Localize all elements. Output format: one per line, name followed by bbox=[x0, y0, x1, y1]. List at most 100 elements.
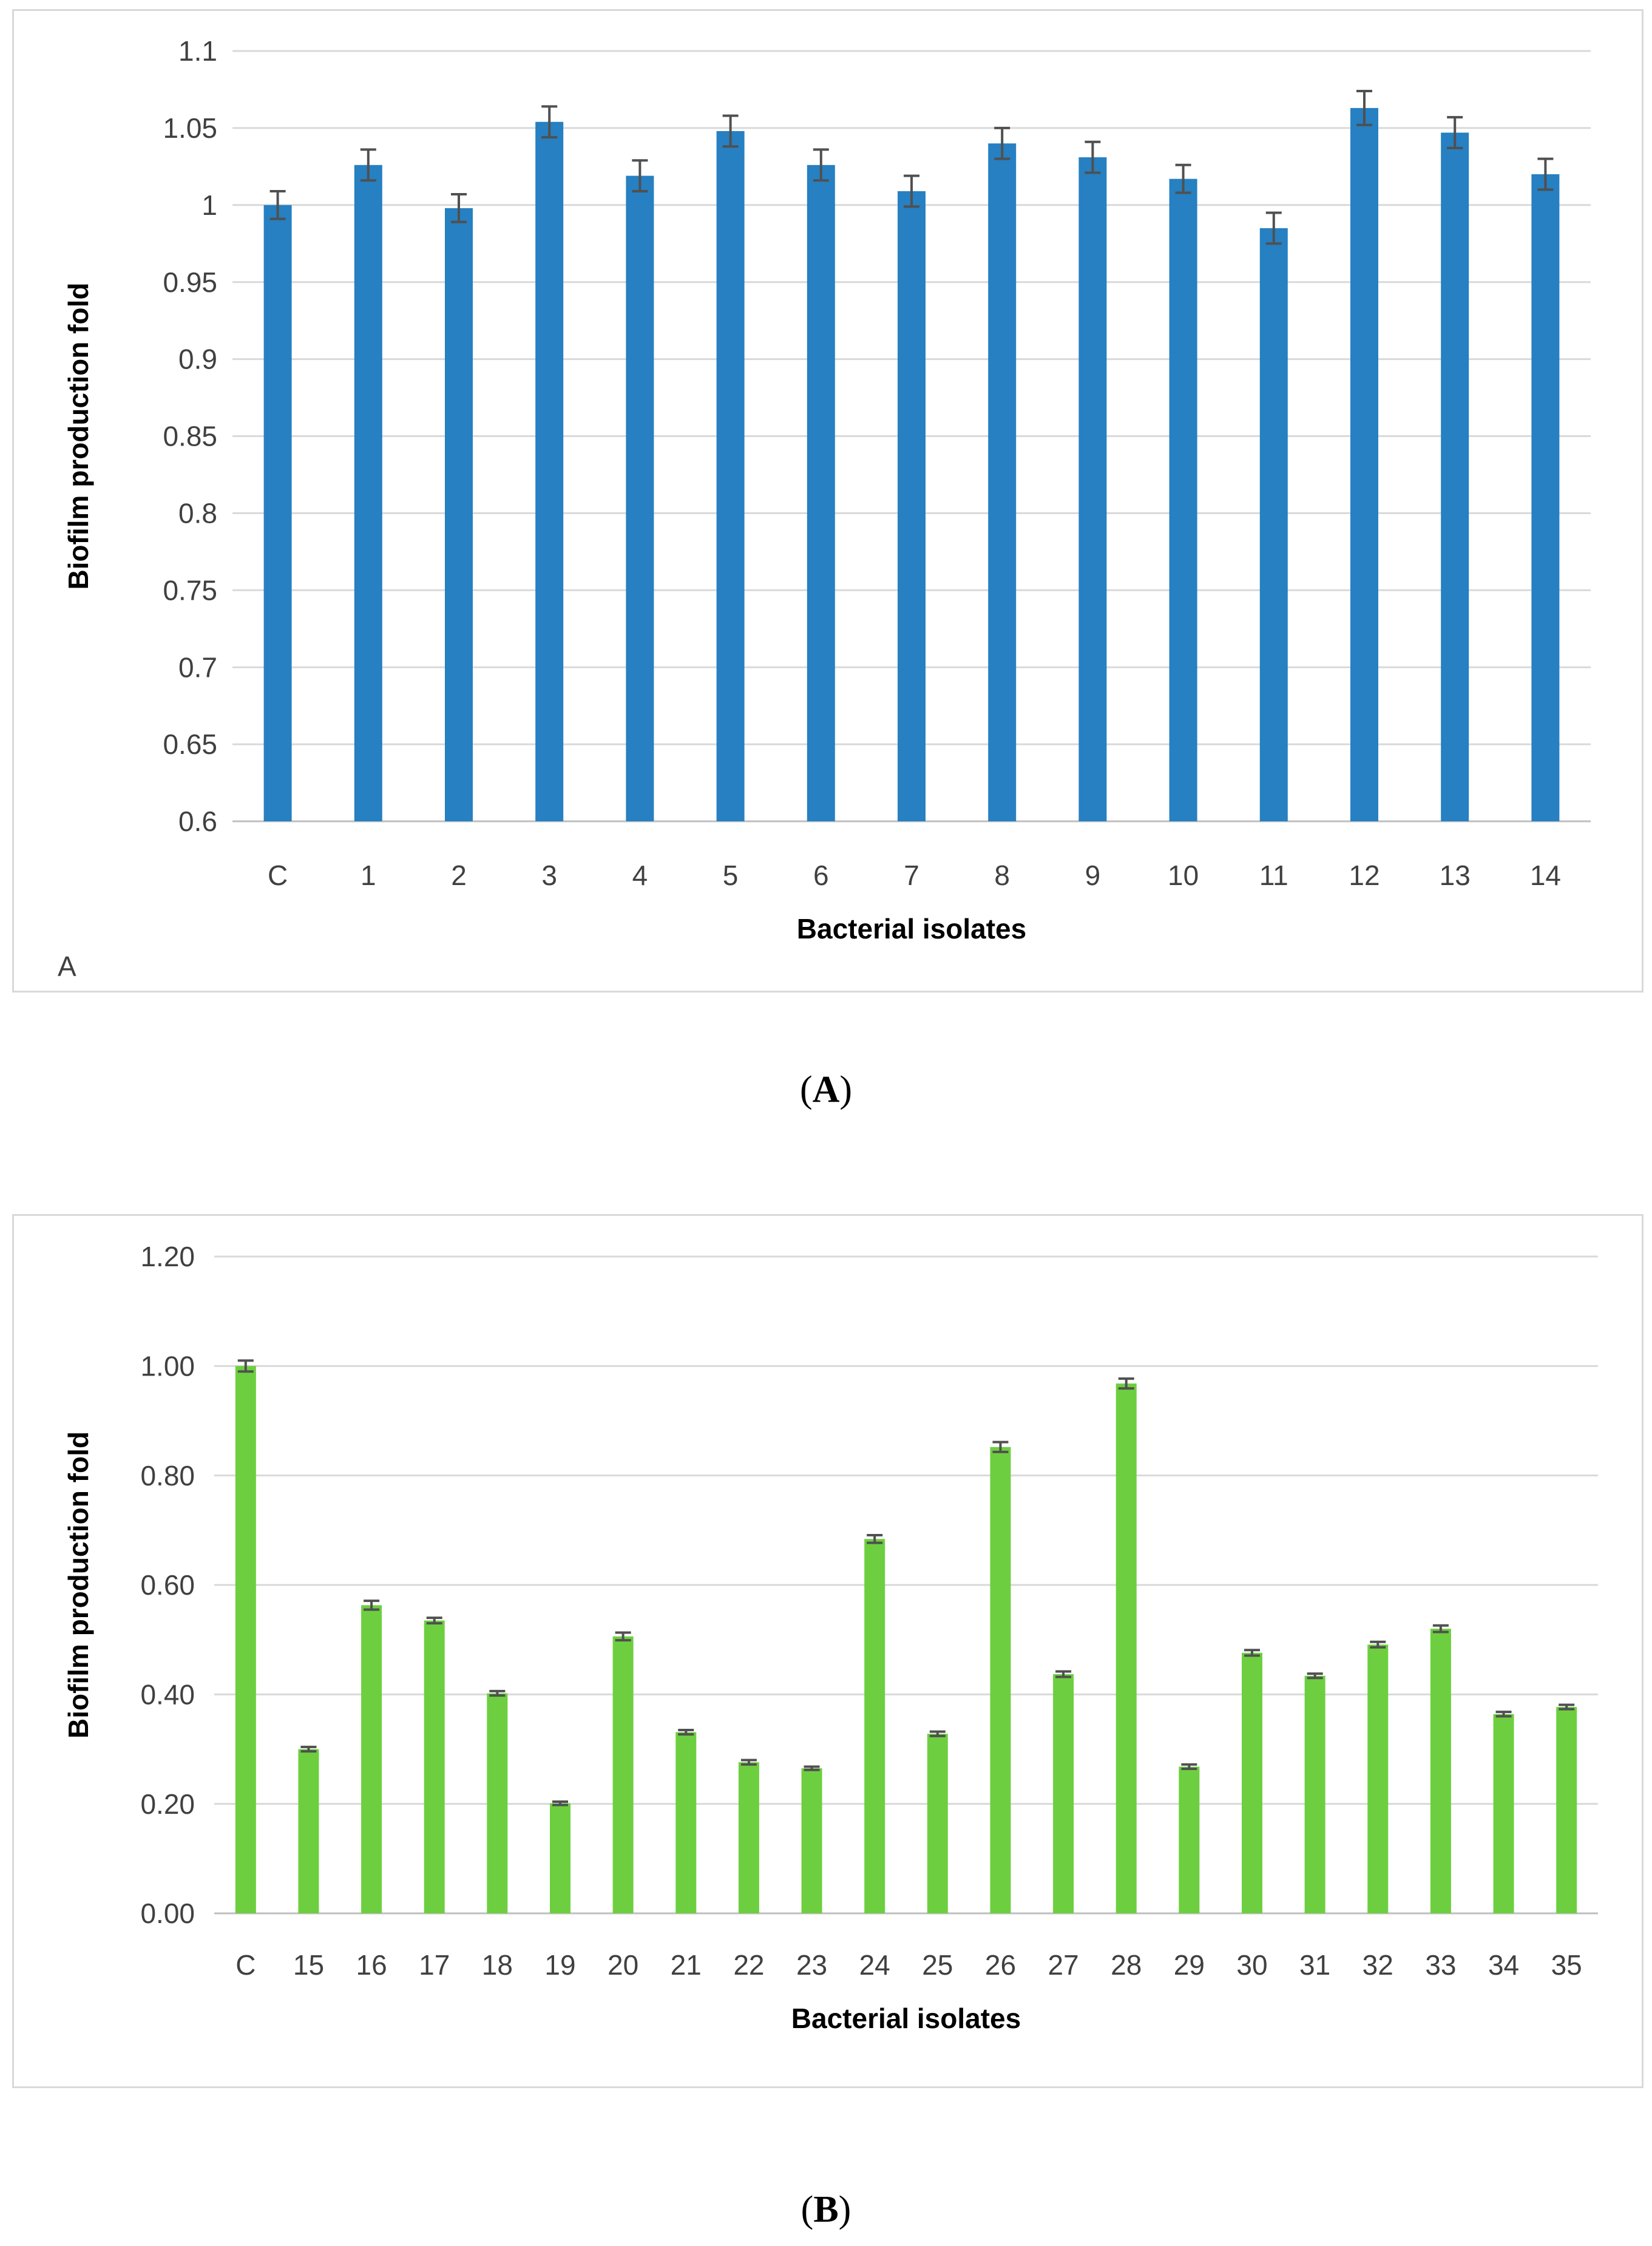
chart-b-bar bbox=[864, 1539, 885, 1913]
chart-a-y-tick-label: 1.05 bbox=[163, 112, 217, 144]
chart-a-y-tick-label: 0.7 bbox=[178, 651, 217, 683]
chart-a-y-tick-label: 0.6 bbox=[178, 806, 217, 837]
chart-panel-a: 0.6 0.65 0.7 0.75 0.8 0.85 0.9 0.95 1 1.05 1.1 C 1 2 3… bbox=[12, 9, 1644, 992]
chart-a-bar bbox=[626, 175, 654, 821]
chart-panel-b: 0.00 0.20 0.40 0.60 0.80 1.00 1.20 C 15 16 17 18 19 2… bbox=[12, 1214, 1644, 2088]
caption-b: (B) bbox=[801, 2189, 851, 2230]
chart-a-x-tick-label: 2 bbox=[451, 860, 467, 891]
chart-b-bar bbox=[1115, 1383, 1137, 1913]
chart-b-x-tick-label: 34 bbox=[1488, 1949, 1519, 1981]
chart-a-x-axis-label: Bacterial isolates bbox=[797, 913, 1026, 945]
chart-a-bar bbox=[1259, 228, 1288, 821]
chart-b-x-tick-label: 23 bbox=[796, 1949, 827, 1981]
chart-b-y-axis-label: Biofilm production fold bbox=[63, 1431, 94, 1739]
chart-b-x-tick-label: 25 bbox=[922, 1949, 953, 1981]
chart-b-x-tick-label: 17 bbox=[419, 1949, 450, 1981]
chart-b-bar bbox=[361, 1605, 382, 1913]
chart-b-bar bbox=[550, 1803, 570, 1913]
chart-a-x-tick-label: 10 bbox=[1168, 860, 1199, 891]
chart-b-y-tick-label: 0.60 bbox=[140, 1569, 195, 1601]
chart-a-panel-letter: A bbox=[58, 951, 76, 982]
chart-a-x-tick-label: 5 bbox=[723, 860, 739, 891]
chart-a-x-tick-label: 6 bbox=[813, 860, 829, 891]
chart-a-bar bbox=[1531, 174, 1560, 821]
chart-b-bar bbox=[990, 1447, 1011, 1913]
chart-b-x-tick-label: 28 bbox=[1111, 1949, 1142, 1981]
chart-a-y-tick-label: 0.8 bbox=[178, 498, 217, 529]
chart-b-y-tick-label: 0.20 bbox=[140, 1788, 195, 1820]
chart-a-y-tick-label: 0.95 bbox=[163, 266, 217, 298]
chart-a-x-tick-label: 7 bbox=[904, 860, 919, 891]
chart-a-bar bbox=[1078, 157, 1107, 821]
chart-b-bar bbox=[1053, 1674, 1074, 1913]
chart-a-y-axis-label: Biofilm production fold bbox=[63, 283, 94, 590]
chart-a-bar bbox=[898, 191, 926, 821]
chart-b-svg: 0.00 0.20 0.40 0.60 0.80 1.00 1.20 C 15 16 17 18 19 2… bbox=[63, 1241, 1598, 2034]
chart-b-bar bbox=[487, 1693, 508, 1913]
chart-a-y-tick-label: 0.9 bbox=[178, 344, 217, 375]
chart-b-bar bbox=[1304, 1675, 1325, 1913]
chart-b-x-tick-label: 35 bbox=[1551, 1949, 1582, 1981]
chart-a-x-tick-label: 9 bbox=[1085, 860, 1101, 891]
chart-b-bar bbox=[1367, 1644, 1389, 1913]
chart-b-x-axis-label: Bacterial isolates bbox=[791, 2003, 1021, 2034]
chart-b-y-tick-label: 0.80 bbox=[140, 1460, 195, 1491]
chart-b-x-tick-label: 29 bbox=[1174, 1949, 1205, 1981]
chart-a-bar bbox=[1441, 132, 1469, 821]
chart-a-x-tick-label: 4 bbox=[632, 860, 648, 891]
chart-b-x-tick-label: 32 bbox=[1363, 1949, 1393, 1981]
chart-b-x-tick-label: C bbox=[235, 1949, 256, 1981]
chart-a-bar bbox=[445, 208, 473, 822]
chart-b-y-tick-label: 1.00 bbox=[140, 1350, 195, 1382]
chart-b-bar bbox=[927, 1734, 948, 1913]
chart-b-bar bbox=[298, 1749, 319, 1913]
chart-b-bar bbox=[675, 1732, 697, 1913]
chart-b-bar bbox=[612, 1636, 634, 1913]
chart-a-bar bbox=[263, 205, 292, 821]
chart-b-x-tick-label: 20 bbox=[608, 1949, 638, 1981]
chart-a-x-tick-label: 14 bbox=[1530, 860, 1561, 891]
chart-b-bar bbox=[1179, 1766, 1200, 1913]
chart-b-y-tick-label: 0.40 bbox=[140, 1678, 195, 1710]
chart-a-bar bbox=[988, 143, 1017, 821]
chart-b-x-tick-label: 15 bbox=[293, 1949, 324, 1981]
chart-a-y-tick-label: 0.85 bbox=[163, 421, 217, 452]
chart-b-x-tick-label: 19 bbox=[544, 1949, 575, 1981]
chart-b-x-tick-label: 24 bbox=[859, 1949, 890, 1981]
chart-b-bar bbox=[801, 1768, 822, 1913]
caption-a-letter: A bbox=[812, 1069, 840, 1110]
chart-a-y-tick-label: 1 bbox=[201, 189, 217, 221]
chart-b-x-tick-label: 21 bbox=[671, 1949, 702, 1981]
caption-a: (A) bbox=[799, 1069, 853, 1110]
chart-a-x-tick-label: 11 bbox=[1259, 860, 1288, 891]
chart-b-bar bbox=[1430, 1629, 1451, 1913]
chart-b-bar bbox=[738, 1762, 759, 1913]
chart-b-x-tick-label: 31 bbox=[1299, 1949, 1330, 1981]
chart-a-x-tick-label: 13 bbox=[1440, 860, 1471, 891]
caption-b-letter: B bbox=[813, 2189, 839, 2230]
chart-b-bar bbox=[1493, 1714, 1514, 1913]
chart-a-x-tick-label: C bbox=[268, 860, 288, 891]
chart-a-y-tick-label: 1.1 bbox=[178, 35, 217, 67]
chart-b-x-tick-label: 26 bbox=[985, 1949, 1016, 1981]
chart-a-x-tick-label: 3 bbox=[541, 860, 557, 891]
chart-a-x-tick-label: 8 bbox=[994, 860, 1010, 891]
chart-b-x-tick-label: 33 bbox=[1425, 1949, 1456, 1981]
chart-a-bar bbox=[354, 165, 382, 821]
chart-b-bar bbox=[1556, 1707, 1577, 1913]
chart-a-bar bbox=[1350, 107, 1378, 821]
chart-a-bar bbox=[1169, 178, 1197, 821]
chart-a-y-tick-label: 0.75 bbox=[163, 574, 217, 606]
chart-a-x-tick-label: 12 bbox=[1349, 860, 1379, 891]
chart-a-bar bbox=[716, 131, 745, 822]
chart-b-bar bbox=[235, 1366, 256, 1913]
chart-b-x-tick-label: 30 bbox=[1236, 1949, 1267, 1981]
chart-b-x-tick-label: 22 bbox=[733, 1949, 764, 1981]
chart-b-x-tick-label: 16 bbox=[356, 1949, 387, 1981]
chart-b-y-tick-label: 1.20 bbox=[140, 1241, 195, 1272]
chart-b-x-tick-label: 18 bbox=[482, 1949, 513, 1981]
chart-a-y-tick-label: 0.65 bbox=[163, 728, 217, 760]
chart-a-x-tick-label: 1 bbox=[361, 860, 376, 891]
chart-b-y-tick-label: 0.00 bbox=[140, 1898, 195, 1929]
